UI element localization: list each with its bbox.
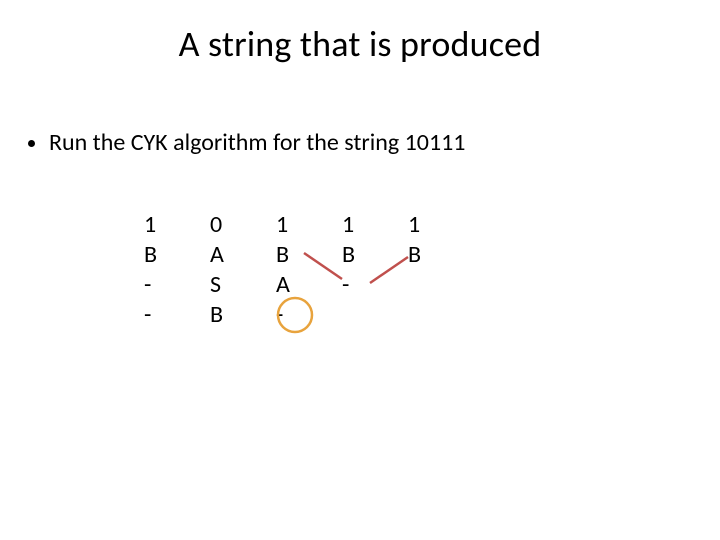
cyk-table: 1 B - - 0 A S B 1 B A - 1 B - 1 B: [144, 210, 428, 330]
table-cell: A: [276, 270, 290, 300]
table-cell: A: [210, 240, 224, 270]
table-cell: 1: [342, 210, 354, 240]
table-cell: -: [144, 300, 151, 330]
table-col: 1 B - -: [144, 210, 164, 330]
table-cell: -: [144, 270, 151, 300]
table-col: 0 A S B: [210, 210, 230, 330]
bullet-dot: [28, 140, 35, 147]
table-cell: B: [276, 240, 289, 270]
table-col: 1 B -: [342, 210, 362, 330]
table-cell: 1: [144, 210, 156, 240]
table-cell: B: [342, 240, 355, 270]
table-cell: 1: [276, 210, 288, 240]
bullet-text: Run the CYK algorithm for the string 101…: [49, 128, 465, 157]
table-cell: 0: [210, 210, 222, 240]
table-col: 1 B: [408, 210, 428, 330]
table-cell: -: [342, 270, 349, 300]
table-col: 1 B A -: [276, 210, 296, 330]
bullet-item: Run the CYK algorithm for the string 101…: [28, 128, 465, 157]
table-cell: -: [276, 300, 283, 330]
table-cell: B: [144, 240, 157, 270]
table-cell: B: [408, 240, 421, 270]
slide-title: A string that is produced: [0, 22, 720, 66]
table-cell: 1: [408, 210, 420, 240]
table-cell: S: [210, 270, 221, 300]
table-cell: B: [210, 300, 223, 330]
